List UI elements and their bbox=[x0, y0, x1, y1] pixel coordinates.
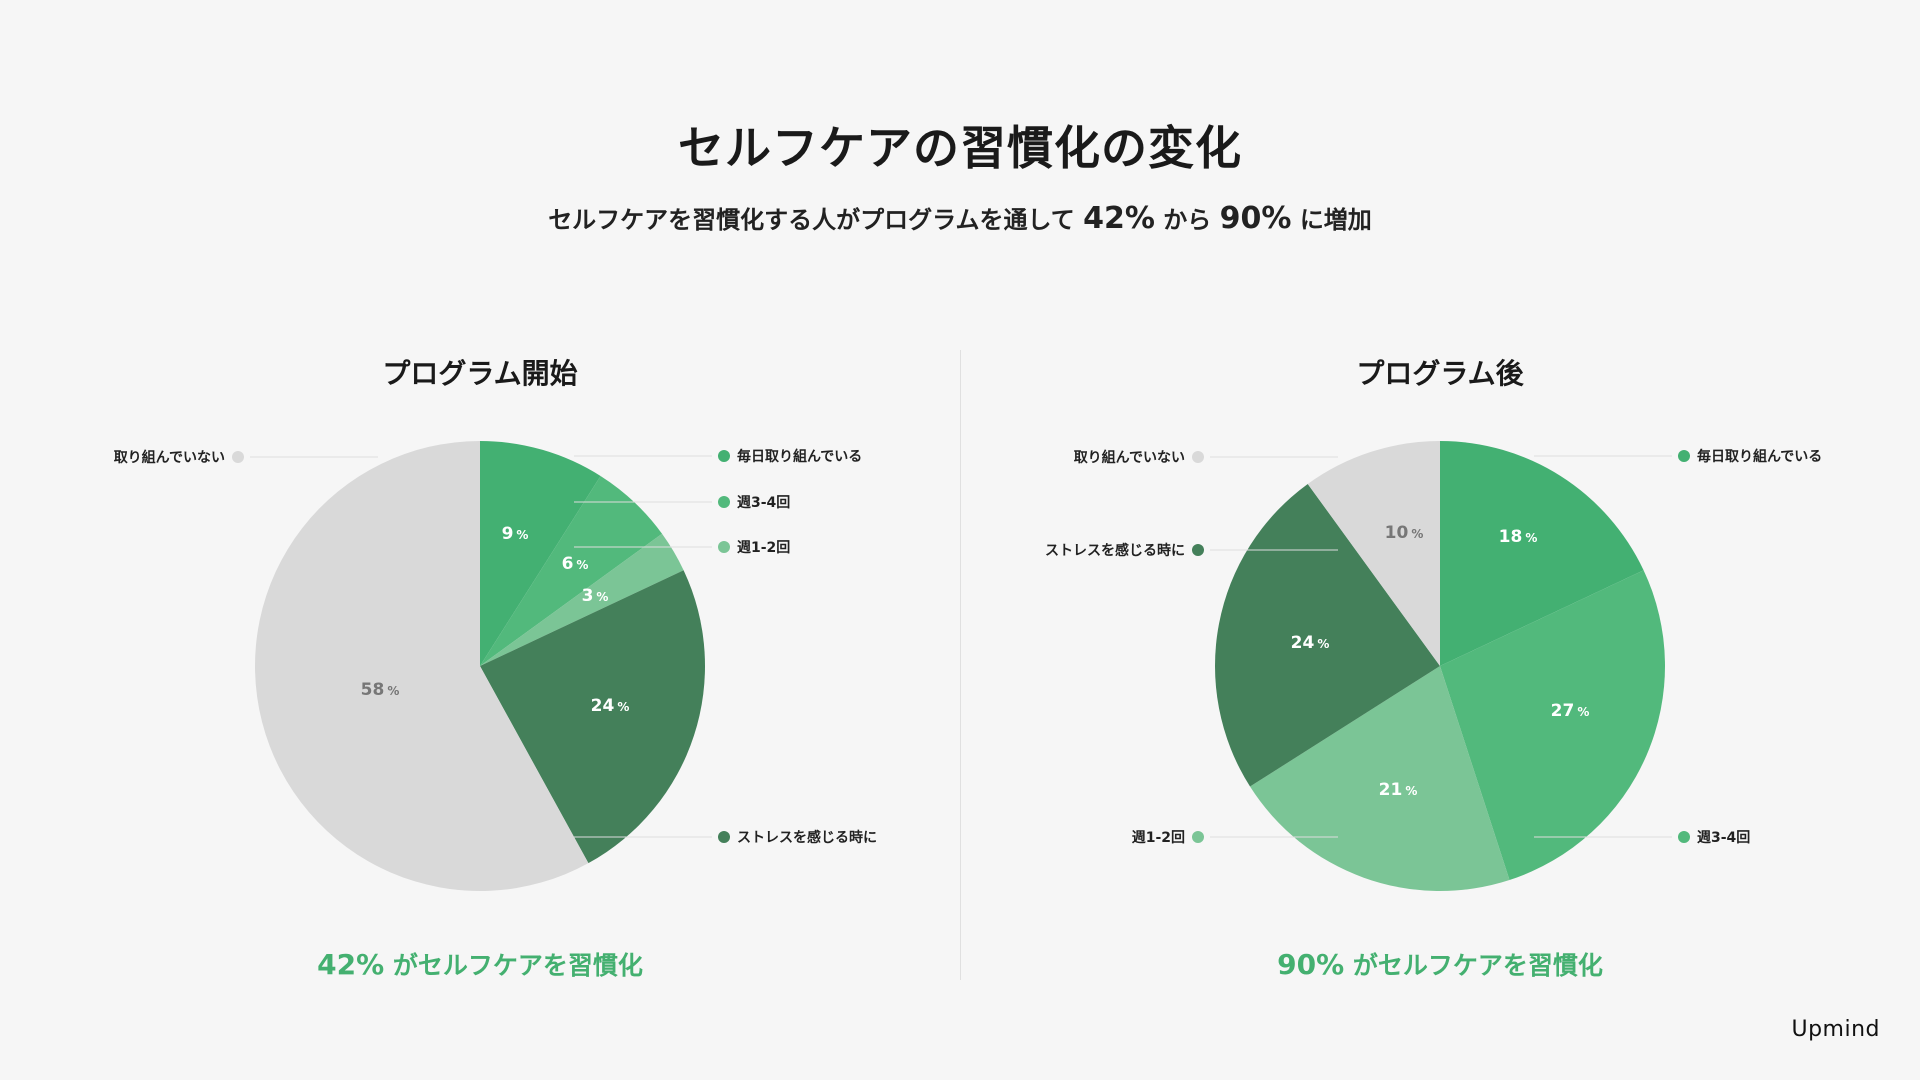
legend-item-none: 取り組んでいない bbox=[1074, 449, 1338, 466]
legend-dot bbox=[718, 541, 730, 553]
summary-after: 90% がセルフケアを習慣化 bbox=[1140, 946, 1740, 982]
legend-dot bbox=[1678, 450, 1690, 462]
pie-slice-weekly12 bbox=[1250, 666, 1510, 892]
summary-before-pct: 42% bbox=[317, 948, 385, 981]
legend-label: 毎日取り組んでいる bbox=[1697, 448, 1822, 465]
legend-dot bbox=[1192, 451, 1204, 463]
legend-item-weekly12: 週1-2回 bbox=[1132, 830, 1338, 846]
legend-item-weekly34: 週3-4回 bbox=[1534, 830, 1750, 846]
legend-label: ストレスを感じる時に bbox=[737, 829, 877, 846]
pie-slice-none bbox=[1307, 441, 1440, 666]
legend-dot bbox=[1192, 544, 1204, 556]
pie-slice-weekly12 bbox=[480, 533, 684, 666]
legend-dot bbox=[718, 831, 730, 843]
legend-dot bbox=[718, 496, 730, 508]
panel-divider bbox=[960, 350, 961, 980]
brand-logo: Upmind bbox=[1791, 1017, 1880, 1042]
data-label-none: 10% bbox=[1385, 523, 1424, 543]
pie-slice-weekly34 bbox=[1440, 570, 1666, 880]
chart-title-after: プログラム後 bbox=[1356, 357, 1524, 390]
legend-dot bbox=[232, 451, 244, 463]
subtitle-from-value: 42% bbox=[1083, 201, 1155, 236]
data-label-weekly12: 3% bbox=[582, 586, 609, 606]
data-label-stress: 24% bbox=[1291, 633, 1330, 653]
pie-slice-daily bbox=[480, 441, 601, 666]
pie-slice-weekly34 bbox=[480, 476, 663, 666]
legend-dot bbox=[1192, 831, 1204, 843]
legend-label: 取り組んでいない bbox=[114, 449, 225, 466]
pie-chart-0: 9 % 6 % 3 % 24 % 58 % 毎日取り組んでいる週3-4回週1-2回ストレスを感じる時… bbox=[114, 441, 877, 892]
legend-item-none: 取り組んでいない bbox=[114, 449, 378, 466]
data-label-none: 58% bbox=[361, 680, 400, 700]
legend-label: 毎日取り組んでいる bbox=[737, 448, 862, 465]
chart-title-before: プログラム開始 bbox=[382, 357, 578, 390]
legend-label: 週3-4回 bbox=[1697, 830, 1750, 846]
data-label-weekly34: 27% bbox=[1551, 701, 1590, 721]
legend-label: 週1-2回 bbox=[1132, 830, 1185, 846]
page-title: セルフケアの習慣化の変化 bbox=[678, 121, 1242, 175]
pie-slice-stress bbox=[1215, 483, 1440, 787]
subtitle-pre: セルフケアを習慣化する人がプログラムを通して bbox=[548, 206, 1075, 234]
legend-item-weekly12: 週1-2回 bbox=[574, 540, 790, 556]
subtitle-post: に増加 bbox=[1299, 206, 1372, 234]
pie-slice-daily bbox=[1440, 441, 1644, 666]
legend-item-stress: ストレスを感じる時に bbox=[1045, 542, 1338, 559]
page-subtitle: セルフケアを習慣化する人がプログラムを通して 42% から 90% に増加 bbox=[0, 200, 1920, 236]
legend-label: 週3-4回 bbox=[737, 495, 790, 511]
data-label-daily: 18% bbox=[1499, 527, 1538, 547]
legend-label: 取り組んでいない bbox=[1074, 449, 1185, 466]
summary-before: 42% がセルフケアを習慣化 bbox=[180, 946, 780, 982]
data-label-daily: 9% bbox=[502, 524, 529, 544]
legend-label: 週1-2回 bbox=[737, 540, 790, 556]
summary-after-pct: 90% bbox=[1277, 948, 1345, 981]
summary-before-text: がセルフケアを習慣化 bbox=[392, 951, 643, 980]
pie-slice-none bbox=[255, 441, 589, 892]
subtitle-mid: から bbox=[1163, 206, 1212, 234]
legend-dot bbox=[718, 450, 730, 462]
summary-after-text: がセルフケアを習慣化 bbox=[1352, 951, 1603, 980]
legend-item-stress: ストレスを感じる時に bbox=[574, 829, 877, 846]
legend-item-daily: 毎日取り組んでいる bbox=[574, 448, 862, 465]
data-label-stress: 24% bbox=[591, 696, 630, 716]
pie-slice-stress bbox=[480, 570, 705, 864]
data-label-weekly34: 6% bbox=[562, 554, 589, 574]
data-label-weekly12: 21% bbox=[1379, 780, 1418, 800]
legend-item-weekly34: 週3-4回 bbox=[574, 495, 790, 511]
legend-dot bbox=[1678, 831, 1690, 843]
legend-label: ストレスを感じる時に bbox=[1045, 542, 1185, 559]
subtitle-to-value: 90% bbox=[1219, 201, 1292, 236]
legend-item-daily: 毎日取り組んでいる bbox=[1534, 448, 1822, 465]
